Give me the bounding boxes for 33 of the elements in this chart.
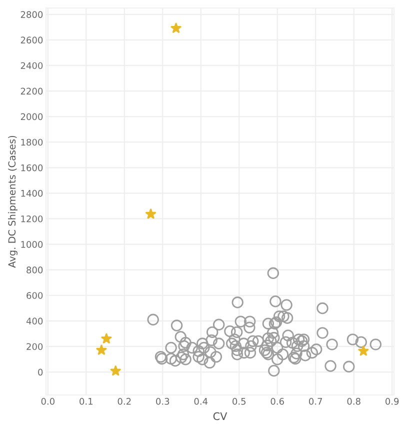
x-tick-label: 0.8 [347,398,360,405]
x-tick-label: 0.5 [232,398,246,405]
point [110,365,121,376]
x-tick-label: 0.7 [309,398,322,405]
y-tick-label: 2000 [20,113,43,120]
point [101,333,112,344]
point [96,344,107,355]
point [358,346,369,356]
y-tick-label: 200 [26,343,43,350]
x-tick-label: 0.4 [194,398,208,405]
y-tick-label: 1400 [21,190,43,197]
point [170,22,182,33]
x-tick-label: 0.6 [270,398,284,405]
x-tick-label: 0.0 [41,398,54,405]
y-tick-label: 1200 [21,215,43,222]
y-tick-label: 1800 [21,138,43,146]
y-tick-label: 1600 [21,164,43,172]
y-tick-label: 600 [26,292,43,299]
y-tick-label: 2400 [20,62,43,70]
y-tick-label: 400 [26,318,43,324]
y-tick-label: 800 [26,266,43,274]
point [146,208,156,219]
y-tick-label: 2200 [20,88,43,95]
y-tick-label: 2600 [20,36,43,44]
x-tick-label: 0.1 [80,398,92,405]
x-tick-label: 0.2 [118,398,131,405]
x-tick-label: 0.9 [386,398,399,405]
y-tick-label: 0 [38,368,43,376]
x-axis-title: CV [213,412,228,420]
y-axis-title: Avg. DC Shipments (Cases) [8,136,18,268]
x-tick-label: 0.3 [156,398,170,405]
y-tick-label: 1000 [21,241,43,248]
y-tick-label: 2800 [20,11,43,18]
